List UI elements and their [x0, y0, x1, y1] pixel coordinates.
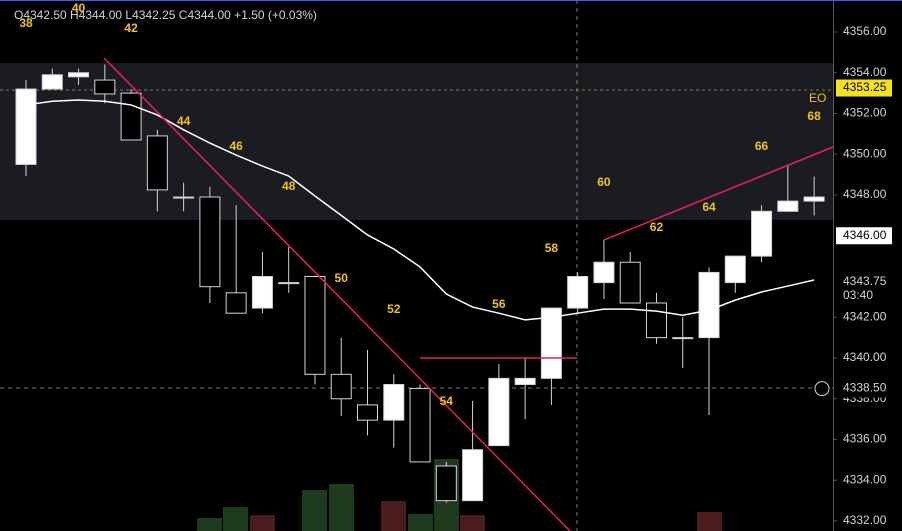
candle-body — [724, 255, 746, 284]
candle-body — [698, 271, 720, 339]
candle-body — [514, 377, 536, 385]
candle-body — [803, 196, 825, 202]
bar-label: 60 — [597, 175, 611, 189]
y-tick-label: 4342.00 — [843, 309, 887, 323]
bar-label: 44 — [177, 114, 191, 128]
bar-label: 54 — [440, 394, 454, 408]
volume-bar — [250, 515, 275, 531]
volume-bar — [223, 507, 248, 531]
candle-body — [199, 196, 221, 288]
candle-body — [68, 72, 90, 78]
price-label-box — [836, 227, 892, 245]
bar-label: 46 — [229, 139, 243, 153]
candle-body — [645, 302, 667, 339]
candle-body — [567, 276, 589, 309]
candle-body — [304, 276, 326, 375]
candle-body — [146, 135, 168, 191]
bar-label: 38 — [19, 16, 33, 30]
volume-bar — [197, 518, 222, 531]
candle-body — [330, 373, 352, 400]
plot — [15, 64, 825, 503]
candle-body — [357, 404, 379, 421]
bar-label: 62 — [650, 220, 664, 234]
bar-label: 56 — [492, 297, 506, 311]
y-tick-label: 4332.00 — [843, 513, 887, 527]
price-label-box — [835, 272, 893, 304]
bar-label: 48 — [282, 179, 296, 193]
candle-body — [225, 292, 247, 314]
candle-body — [278, 282, 300, 285]
candle-body — [383, 383, 405, 421]
y-tick-label: 4334.00 — [843, 472, 887, 486]
bar-label: 68 — [807, 109, 821, 123]
candle-body — [777, 200, 799, 212]
y-tick-label: 4348.00 — [843, 187, 887, 201]
price-label: 4338.50 — [843, 381, 887, 395]
y-tick-label: 4340.00 — [843, 350, 887, 364]
candle-body — [462, 449, 484, 502]
range-box — [0, 63, 833, 220]
volume-bar — [460, 515, 485, 531]
price-label: 4343.75 — [843, 274, 887, 288]
candle-body — [409, 388, 431, 463]
candle-body — [173, 196, 195, 199]
candle-body — [619, 261, 641, 304]
price-label-box — [836, 79, 892, 97]
price-label: 4346.00 — [843, 228, 887, 242]
bar-label: 42 — [124, 21, 138, 35]
y-tick-label: 4356.00 — [843, 24, 887, 38]
y-tick-label: 4354.00 — [843, 65, 887, 79]
volume-bar — [697, 512, 722, 531]
bar-label: 66 — [755, 139, 769, 153]
bar-label: 40 — [72, 1, 86, 15]
note: EO — [809, 91, 826, 105]
bar-label: 50 — [335, 271, 349, 285]
trend-line — [103, 57, 571, 531]
candle-body — [593, 261, 615, 284]
y-tick-label: 4350.00 — [843, 146, 887, 160]
bar-label: 52 — [387, 302, 401, 316]
candle-body — [672, 337, 694, 340]
price-label: 4353.25 — [843, 80, 887, 94]
volume-bar — [329, 484, 354, 531]
candle-body — [251, 276, 273, 309]
bar-label: 64 — [702, 200, 716, 214]
ohlc-header: O4342.50 H4344.00 L4342.25 C4344.00 +1.5… — [14, 8, 317, 22]
candle-body — [94, 79, 116, 95]
bar-label: 58 — [545, 241, 559, 255]
moving-average — [25, 99, 815, 321]
price-label-sub: 03:40 — [843, 288, 873, 302]
candle-body — [540, 307, 562, 379]
volume-bar — [408, 514, 433, 531]
y-tick-label: 4352.00 — [843, 106, 887, 120]
candle-body — [41, 74, 63, 90]
volume-bar — [381, 501, 406, 531]
candle-body — [751, 210, 773, 257]
y-tick-label: 4336.00 — [843, 432, 887, 446]
volume-bar — [302, 490, 327, 531]
candle-body — [15, 88, 37, 165]
price-label-box — [835, 379, 893, 398]
candle-body — [120, 92, 142, 141]
trend-line — [603, 146, 834, 241]
candle-body — [435, 465, 457, 502]
crosshair-icon — [814, 381, 830, 397]
candle-body — [488, 377, 510, 447]
volume — [197, 459, 722, 531]
